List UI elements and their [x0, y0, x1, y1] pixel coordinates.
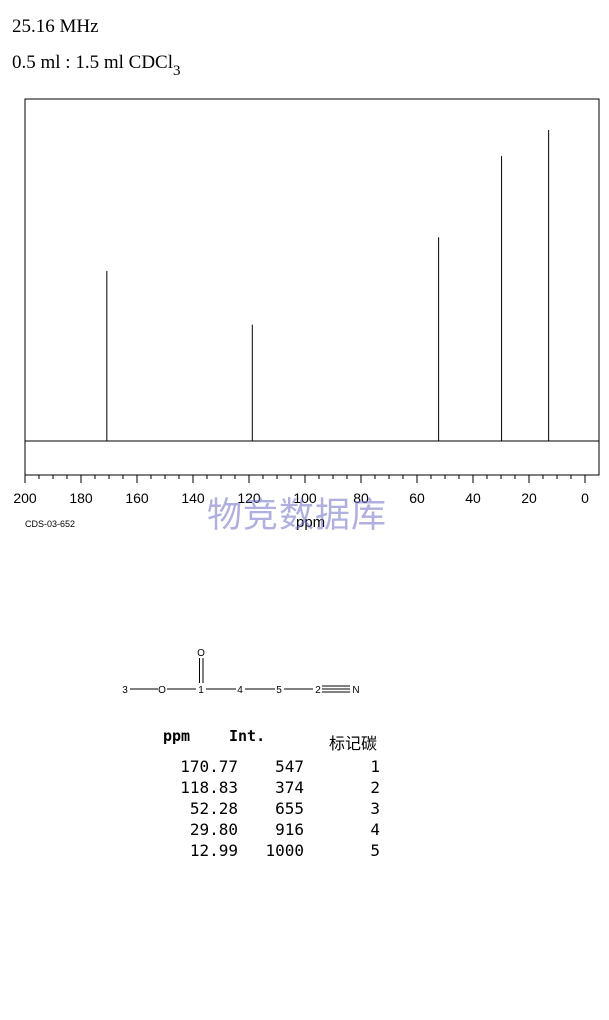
row-4-carbon: 5 [370, 841, 380, 860]
atom-carbonyl-o: O [197, 648, 205, 659]
solvent-text: 0.5 ml : 1.5 ml CDCl [12, 52, 173, 73]
row-2-int: 655 [275, 799, 304, 818]
row-3-ppm: 29.80 [189, 820, 238, 839]
solvent-subscript: 3 [173, 63, 181, 79]
atom-c4: 4 [237, 685, 243, 696]
solvent-info: 0.5 ml : 1.5 ml CDCl3 [12, 52, 181, 80]
atom-ester-o: O [158, 685, 166, 696]
x-tick-label-0: 200 [13, 490, 37, 506]
row-4-ppm: 12.99 [189, 841, 238, 860]
row-2-ppm: 52.28 [189, 799, 238, 818]
atom-c2: 2 [315, 685, 321, 696]
row-3-int: 916 [275, 820, 304, 839]
x-tick-label-7: 60 [409, 490, 425, 506]
peak-group [106, 130, 550, 441]
x-tick-label-9: 20 [521, 490, 537, 506]
x-tick-label-3: 140 [181, 490, 205, 506]
atom-methyl: 3 [122, 685, 128, 696]
header-ppm: ppm [163, 727, 191, 745]
atom-c1: 1 [198, 685, 204, 696]
row-0-carbon: 1 [370, 757, 380, 776]
x-tick-label-10: 0 [581, 490, 589, 506]
x-axis-ticks [24, 475, 586, 483]
x-tick-label-2: 160 [125, 490, 149, 506]
atom-nitrile-n: N [352, 685, 359, 696]
row-1-carbon: 2 [370, 778, 380, 797]
row-0-ppm: 170.77 [180, 757, 238, 776]
molecule-structure: O 3 O 1 4 5 2 N [122, 648, 359, 696]
x-tick-label-4: 120 [237, 490, 261, 506]
x-axis-tick-labels: 200 180 160 140 120 100 80 60 40 20 0 [13, 490, 589, 506]
nmr-spectrum-chart: 200 180 160 140 120 100 80 60 40 20 0 [13, 98, 600, 506]
x-tick-label-6: 80 [353, 490, 369, 506]
header-carbon: 标记碳 [329, 736, 378, 753]
x-tick-label-8: 40 [465, 490, 481, 506]
row-4-int: 1000 [265, 841, 304, 860]
row-0-int: 547 [275, 757, 304, 776]
header-intensity: Int. [229, 727, 266, 745]
x-tick-label-1: 180 [69, 490, 93, 506]
spectrometer-frequency: 25.16 MHz [12, 16, 99, 37]
spectrum-code: CDS-03-652 [25, 519, 76, 529]
watermark: 物竞数据库 [207, 496, 388, 535]
row-1-ppm: 118.83 [180, 778, 238, 797]
row-3-carbon: 4 [370, 820, 380, 839]
row-2-carbon: 3 [370, 799, 380, 818]
row-1-int: 374 [275, 778, 304, 797]
x-tick-label-5: 100 [293, 490, 317, 506]
atom-c5: 5 [276, 685, 282, 696]
plot-frame [24, 98, 600, 476]
x-axis-label: ppm [296, 514, 326, 531]
